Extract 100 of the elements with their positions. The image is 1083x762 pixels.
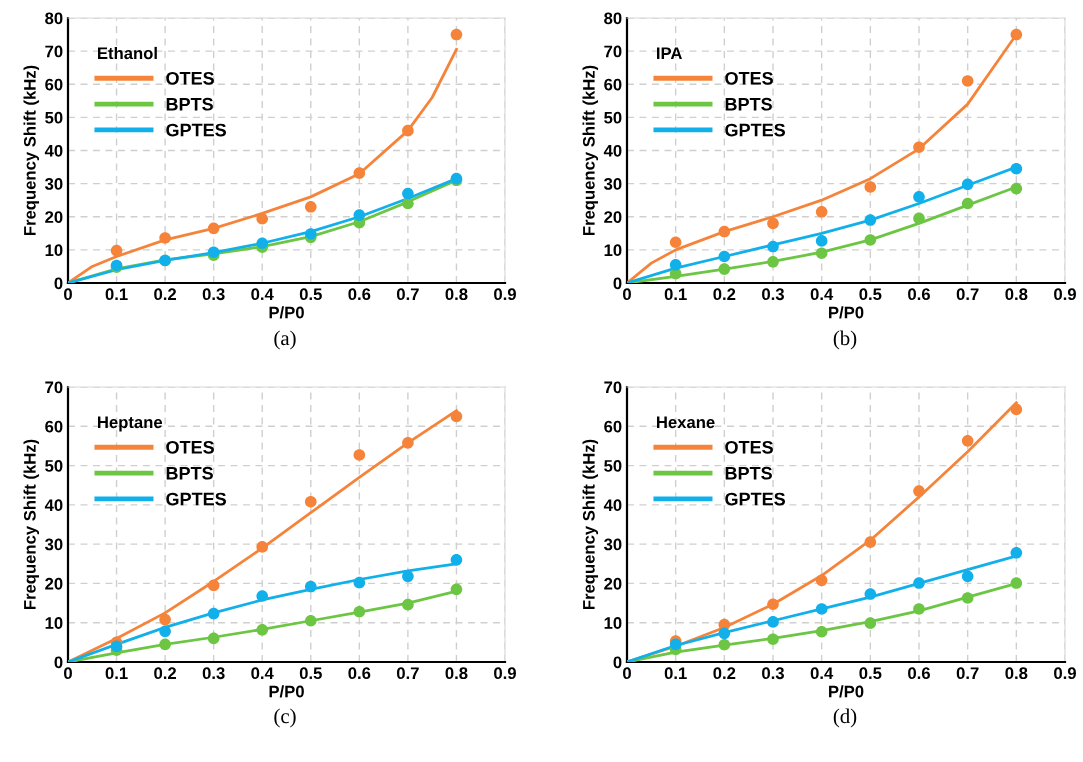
x-tick-label: 0.5 (299, 667, 322, 680)
x-tick-label: 0.1 (664, 288, 687, 301)
y-tick-label: 40 (603, 499, 622, 512)
x-tick-label: 0.9 (494, 667, 516, 680)
x-tick-label: 0.9 (494, 288, 516, 301)
y-tick-label: 30 (603, 178, 622, 190)
x-tick-label: 0.7 (956, 288, 979, 301)
legend-label: GPTES (166, 123, 226, 137)
x-tick-label: 0 (64, 667, 72, 680)
legend-label: GPTES (166, 492, 226, 506)
y-tick-label: 30 (603, 538, 622, 551)
x-tick-label: 0.1 (105, 667, 128, 680)
x-tick-label: 0 (623, 288, 631, 301)
x-tick-label: 0.7 (396, 667, 419, 680)
x-axis-title: P/P0 (269, 306, 304, 319)
y-tick-label: 60 (604, 420, 622, 433)
text: (c) (274, 708, 296, 728)
y-tick-label: 40 (44, 144, 63, 157)
x-tick-label: 0.6 (348, 288, 371, 301)
y-tick-label: 30 (44, 538, 63, 551)
y-tick-label: 0 (613, 277, 622, 290)
y-tick-label: 20 (604, 577, 622, 590)
x-tick-label: 0.2 (154, 288, 177, 301)
legend-title: Heptane (98, 416, 163, 432)
x-tick-label: 0.8 (1005, 667, 1028, 680)
legend-label: GPTES (725, 123, 785, 137)
y-axis-title: Frequency Shift (kHz) (582, 65, 599, 236)
y-tick-label: 70 (604, 381, 622, 394)
text: (d) (833, 708, 857, 728)
x-tick-label: 0.8 (445, 667, 468, 680)
x-tick-label: 0 (623, 667, 631, 680)
x-tick-label: 0.3 (202, 667, 225, 680)
y-tick-label: 50 (45, 111, 63, 124)
y-tick-label: 40 (44, 499, 63, 512)
x-tick-label: 0.4 (251, 288, 274, 301)
x-tick-label: 0.8 (445, 288, 468, 301)
y-tick-label: 80 (45, 12, 63, 25)
x-tick-label: 0.3 (202, 288, 225, 301)
x-tick-label: 0.5 (299, 288, 322, 301)
x-tick-label: 0.6 (348, 667, 371, 680)
legend-label: BPTS (166, 97, 213, 111)
x-axis-title: P/P0 (269, 685, 304, 698)
y-tick-label: 70 (604, 45, 622, 58)
x-tick-label: 0.4 (810, 667, 834, 680)
x-tick-label: 0.9 (1054, 667, 1076, 680)
y-tick-label: 80 (604, 12, 622, 25)
legend-label: OTES (725, 71, 773, 85)
x-tick-label: 0.4 (251, 667, 274, 680)
x-tick-label: 0.2 (713, 288, 736, 301)
legend-title: IPA (657, 47, 682, 59)
y-tick-label: 60 (45, 420, 63, 433)
legend-label: OTES (725, 440, 773, 454)
x-tick-label: 0.1 (105, 288, 128, 301)
legend-label: BPTS (725, 97, 772, 111)
x-axis-title: P/P0 (829, 685, 864, 698)
y-tick-label: 20 (45, 577, 63, 590)
legend-title: Hexane (657, 416, 715, 429)
y-tick-label: 70 (45, 381, 63, 394)
x-tick-label: 0.7 (396, 288, 419, 301)
x-tick-label: 0.8 (1005, 288, 1028, 301)
y-tick-label: 10 (45, 617, 63, 629)
x-tick-label: 0.2 (713, 667, 736, 680)
y-tick-label: 50 (604, 459, 622, 472)
x-tick-label: 0.3 (762, 667, 784, 680)
text: (a) (274, 330, 296, 350)
y-tick-label: 10 (45, 244, 63, 257)
y-tick-label: 0 (54, 277, 63, 290)
x-tick-label: 0.9 (1054, 288, 1076, 301)
x-tick-label: 0.3 (762, 288, 784, 301)
x-tick-label: 0.5 (859, 667, 882, 680)
y-tick-label: 20 (45, 211, 63, 223)
legend-label: OTES (166, 440, 214, 454)
y-tick-label: 60 (45, 78, 63, 91)
y-tick-label: 10 (604, 617, 622, 629)
legend-label: GPTES (725, 492, 785, 506)
y-axis-title: Frequency Shift (kHz) (582, 439, 599, 610)
text: (b) (833, 330, 857, 350)
y-tick-label: 20 (604, 211, 622, 223)
x-tick-label: 0.1 (664, 667, 687, 680)
y-tick-label: 0 (613, 656, 622, 669)
x-tick-label: 0.2 (154, 667, 177, 680)
y-tick-label: 40 (603, 144, 622, 157)
x-axis-title: P/P0 (829, 306, 864, 319)
y-tick-label: 50 (604, 111, 622, 124)
y-tick-label: 10 (604, 244, 622, 257)
legend-label: BPTS (166, 466, 213, 480)
y-tick-label: 50 (45, 459, 63, 472)
legend-title: Ethanol (98, 46, 157, 60)
legend-label: BPTS (725, 466, 772, 480)
x-tick-label: 0.4 (810, 288, 834, 301)
y-tick-label: 0 (54, 656, 63, 669)
y-tick-label: 70 (45, 45, 63, 58)
x-tick-label: 0 (64, 288, 72, 301)
y-axis-title: Frequency Shift (kHz) (23, 65, 40, 236)
y-tick-label: 30 (44, 178, 63, 190)
x-tick-label: 0.6 (908, 667, 930, 680)
x-tick-label: 0.5 (859, 288, 882, 301)
x-tick-label: 0.7 (956, 667, 979, 680)
x-tick-label: 0.6 (908, 288, 930, 301)
legend-label: OTES (166, 71, 214, 85)
